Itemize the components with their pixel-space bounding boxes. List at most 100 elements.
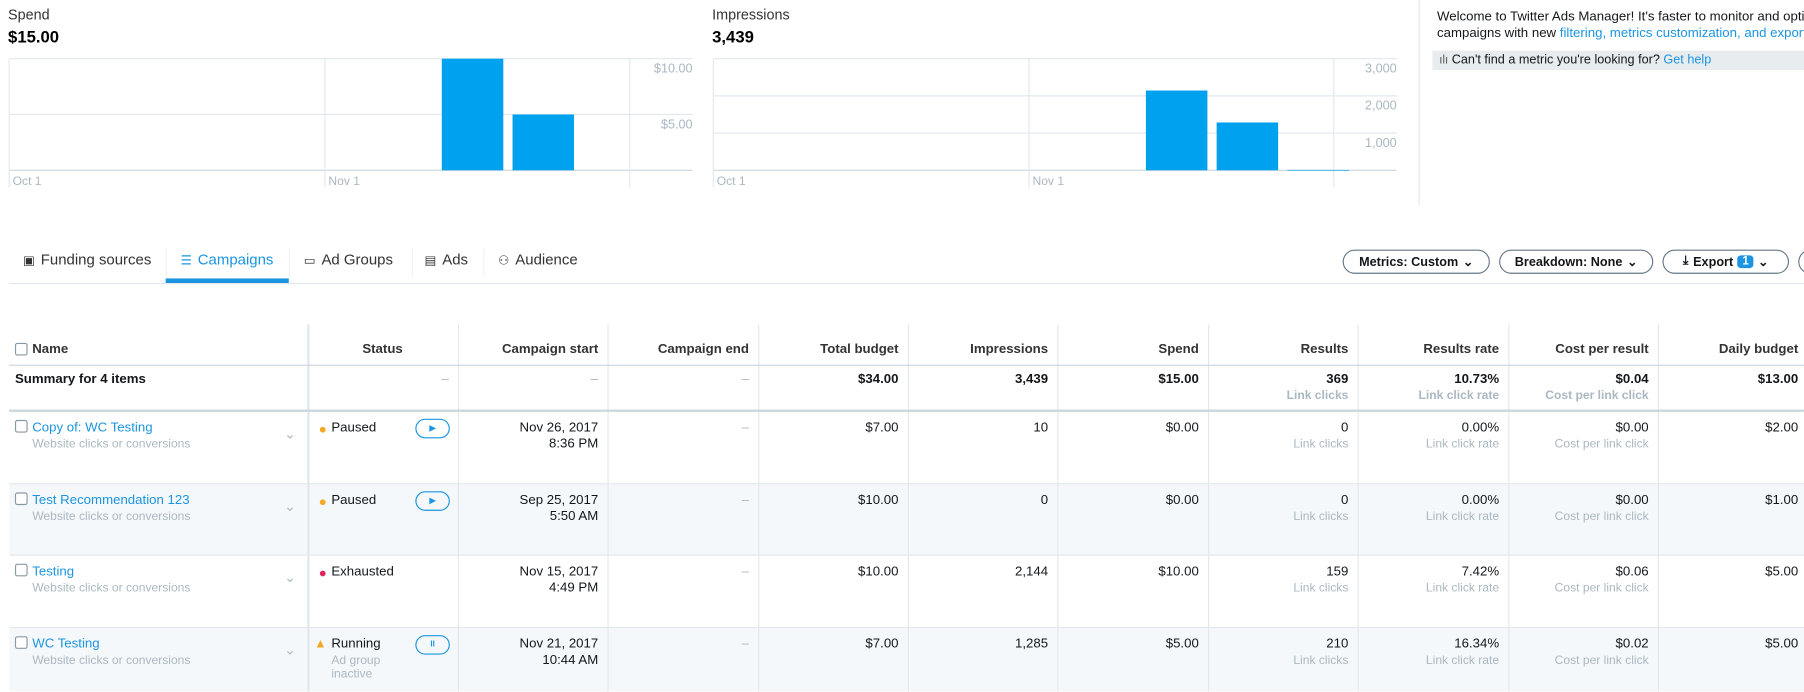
y-tick-label: 2,000 [1365, 99, 1397, 113]
cell-value: $5.00 [1765, 637, 1799, 652]
info-text: Welcome to Twitter Ads Manager! It's fas… [1437, 9, 1804, 41]
info-line: campaigns with new filtering, metrics cu… [1437, 25, 1804, 41]
cell-value: 0 [1341, 421, 1349, 435]
tab-icon: ▤ [424, 254, 437, 269]
cell-sublabel: Link click rate [1425, 437, 1500, 451]
badge: 1 [1737, 255, 1754, 269]
cell-value: $0.00 [1165, 493, 1199, 508]
summary-value: – [590, 372, 599, 387]
checkbox[interactable] [14, 636, 28, 649]
hint-bar: ılı Can't find a metric you're looking f… [1432, 50, 1804, 71]
campaign-name[interactable]: WC Testing [32, 637, 100, 652]
cell-value: $5.00 [1165, 637, 1199, 652]
bar [441, 58, 504, 171]
status: Paused [331, 421, 377, 435]
toggle-button[interactable]: II [415, 635, 450, 655]
campaign-name[interactable]: Copy of: WC Testing [32, 421, 153, 435]
summary-sublabel: Link click rate [1418, 388, 1500, 403]
x-tick-label: Oct 1 [717, 174, 746, 188]
cell-sublabel: Link clicks [1293, 653, 1349, 668]
tab[interactable]: ▤ Ads [425, 251, 469, 268]
column-header: Impressions [970, 342, 1049, 357]
column-header: Name [32, 342, 69, 357]
start-time: 5:50 AM [549, 509, 599, 524]
summary-value: – [741, 372, 749, 387]
column-header: Cost per result [1555, 342, 1649, 357]
checkbox[interactable] [14, 342, 28, 356]
summary-value: 369 [1326, 372, 1349, 387]
tab-label: Audience [515, 250, 578, 269]
label: Export [1693, 254, 1734, 269]
cell-value: 0.00% [1461, 421, 1500, 435]
tab[interactable]: ▭ Ad Groups [304, 251, 393, 268]
icon: ılı [1439, 54, 1449, 67]
more-button[interactable] [1798, 249, 1804, 274]
bar [1145, 90, 1208, 171]
cell-sublabel: Link click rate [1425, 653, 1500, 668]
chart-title: Spend [8, 8, 50, 24]
tab-icon: ▭ [303, 254, 316, 269]
chart-title: Impressions [712, 8, 790, 24]
metrics-button[interactable]: Metrics: Custom ⌄ [1342, 249, 1490, 274]
tab-label: Ads [442, 250, 469, 269]
y-tick-label: 3,000 [1365, 61, 1397, 75]
separator [1418, 0, 1420, 205]
toggle-button[interactable]: ▶ [415, 418, 450, 439]
start-date: Sep 25, 2017 [519, 493, 599, 508]
x-tick-label: Nov 1 [1032, 174, 1064, 188]
info-link[interactable]: filtering, metrics customization, and ex… [1559, 26, 1804, 41]
cell-value: $5.00 [1765, 564, 1799, 579]
row-line [9, 627, 1804, 629]
row-bg [9, 628, 308, 692]
campaign-name[interactable]: Testing [32, 564, 75, 579]
row-line [9, 554, 1804, 556]
column-header: Results rate [1423, 342, 1500, 357]
tab-icon: ☰ [180, 254, 192, 269]
cell-value: $0.00 [1615, 493, 1649, 508]
status-dot [319, 426, 326, 433]
status-note: Ad group inactive [331, 653, 381, 682]
bar [1216, 122, 1279, 171]
tab[interactable]: ☰ Campaigns [181, 251, 274, 268]
campaign-name[interactable]: Test Recommendation 123 [32, 493, 190, 508]
cell-sublabel: Cost per link click [1554, 653, 1649, 668]
column-line [1357, 324, 1359, 692]
checkbox[interactable] [14, 563, 28, 577]
start-time: 10:44 AM [542, 653, 599, 668]
chevron: ⌄ [284, 569, 296, 586]
column-header: Total budget [820, 342, 899, 357]
cell-sublabel: Link clicks [1293, 509, 1349, 524]
start-date: Nov 26, 2017 [519, 421, 599, 435]
cell-value: $0.06 [1615, 564, 1649, 579]
label: Breakdown: None [1514, 254, 1623, 269]
summary-label: Summary for 4 items [14, 372, 146, 387]
chevron: ⌄ [284, 498, 296, 515]
chart-total: $15.00 [8, 28, 59, 47]
cell-value: 7.42% [1461, 564, 1500, 579]
objective: Website clicks or conversions [32, 653, 191, 668]
chevron: ⌄ [1758, 255, 1769, 270]
tab-icon: ⚇ [498, 254, 510, 269]
row-bg [308, 628, 1804, 692]
checkbox[interactable] [14, 492, 28, 506]
cell-value: 0.00% [1461, 493, 1500, 508]
toggle-button[interactable]: ▶ [415, 491, 450, 511]
column-header: Status [362, 342, 403, 357]
row-bg [9, 484, 308, 556]
checkbox[interactable] [14, 419, 28, 433]
cell-sublabel: Link clicks [1293, 437, 1349, 451]
warning-icon: ▲ [314, 637, 327, 652]
tab[interactable]: ▣ Funding sources [23, 251, 151, 268]
tab[interactable]: ⚇ Audience [498, 251, 577, 268]
start-date: Nov 21, 2017 [519, 637, 599, 652]
cell-value: $10.00 [858, 564, 899, 579]
breakdown-button[interactable]: Breakdown: None ⌄ [1499, 249, 1654, 274]
end-date: – [741, 493, 749, 508]
export-button[interactable]: ⤓ Export 1 ⌄ [1662, 249, 1790, 274]
hint-link[interactable]: Get help [1663, 52, 1712, 67]
chart-total: 3,439 [712, 28, 754, 47]
status-dot [319, 499, 326, 506]
summary-value: – [441, 372, 449, 387]
cell-value: 1,285 [1014, 637, 1049, 652]
header-line [9, 364, 1804, 366]
